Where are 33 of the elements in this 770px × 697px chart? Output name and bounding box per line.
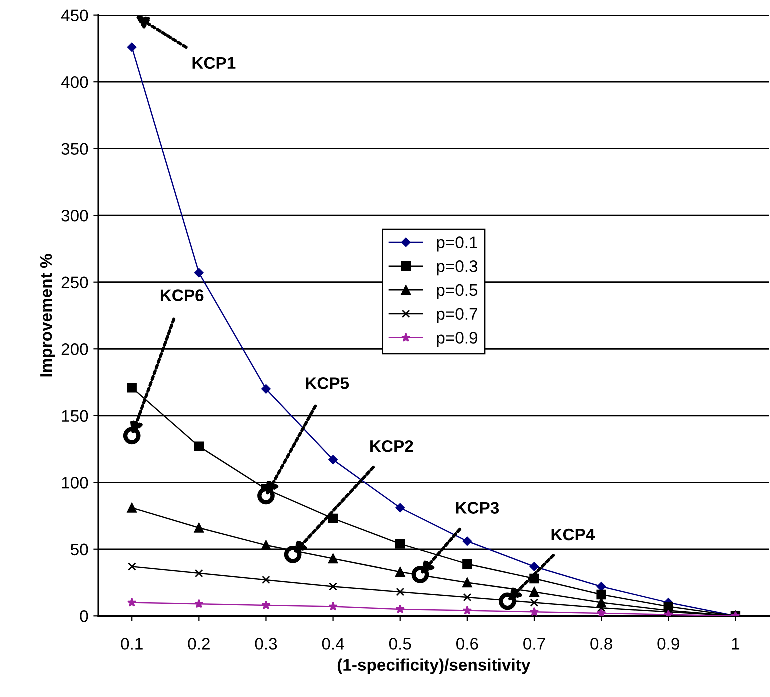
y-tick-label: 400 (61, 76, 88, 88)
y-tick-label: 350 (62, 143, 88, 156)
x-tick-label: 0.8 (590, 638, 612, 650)
x-tick-label: 0.5 (389, 638, 412, 650)
legend-label: p=0.1 (437, 236, 478, 252)
y-tick-label: 150 (62, 410, 88, 422)
y-tick-label: 50 (70, 544, 88, 556)
annotation: KCP5 (306, 378, 350, 390)
annotation: KCP1 (192, 57, 236, 70)
x-tick-label: 0.2 (188, 638, 210, 650)
x-tick-label: 0.7 (524, 638, 546, 650)
legend-label: p=0.3 (437, 260, 478, 276)
x-tick-label: 0.3 (255, 638, 278, 650)
x-tick-label: 0.6 (456, 638, 478, 650)
y-tick-label: 100 (62, 477, 88, 489)
annotation: KCP6 (160, 290, 204, 302)
y-tick-label: 300 (62, 210, 88, 222)
y-axis-title: Improvement % (40, 254, 56, 377)
x-tick-label: 1 (732, 638, 740, 650)
y-tick-label: 250 (62, 276, 88, 289)
annotation: KCP3 (456, 502, 500, 514)
x-tick-label: 0.9 (658, 638, 680, 650)
legend-label: p=0.7 (437, 308, 478, 324)
legend-label: p=0.5 (437, 284, 478, 300)
annotation: KCP4 (552, 528, 596, 541)
legend-label: p=0.9 (437, 332, 478, 348)
annotation: KCP2 (370, 440, 414, 452)
y-tick-label: 450 (61, 10, 88, 22)
y-tick-label: 0 (80, 610, 88, 622)
y-tick-label: 200 (62, 344, 88, 356)
x-tick-label: 0.4 (322, 638, 344, 650)
x-tick-label: 0.1 (121, 638, 143, 650)
x-axis-title: (1-specificity)/sensitivity (338, 658, 531, 674)
